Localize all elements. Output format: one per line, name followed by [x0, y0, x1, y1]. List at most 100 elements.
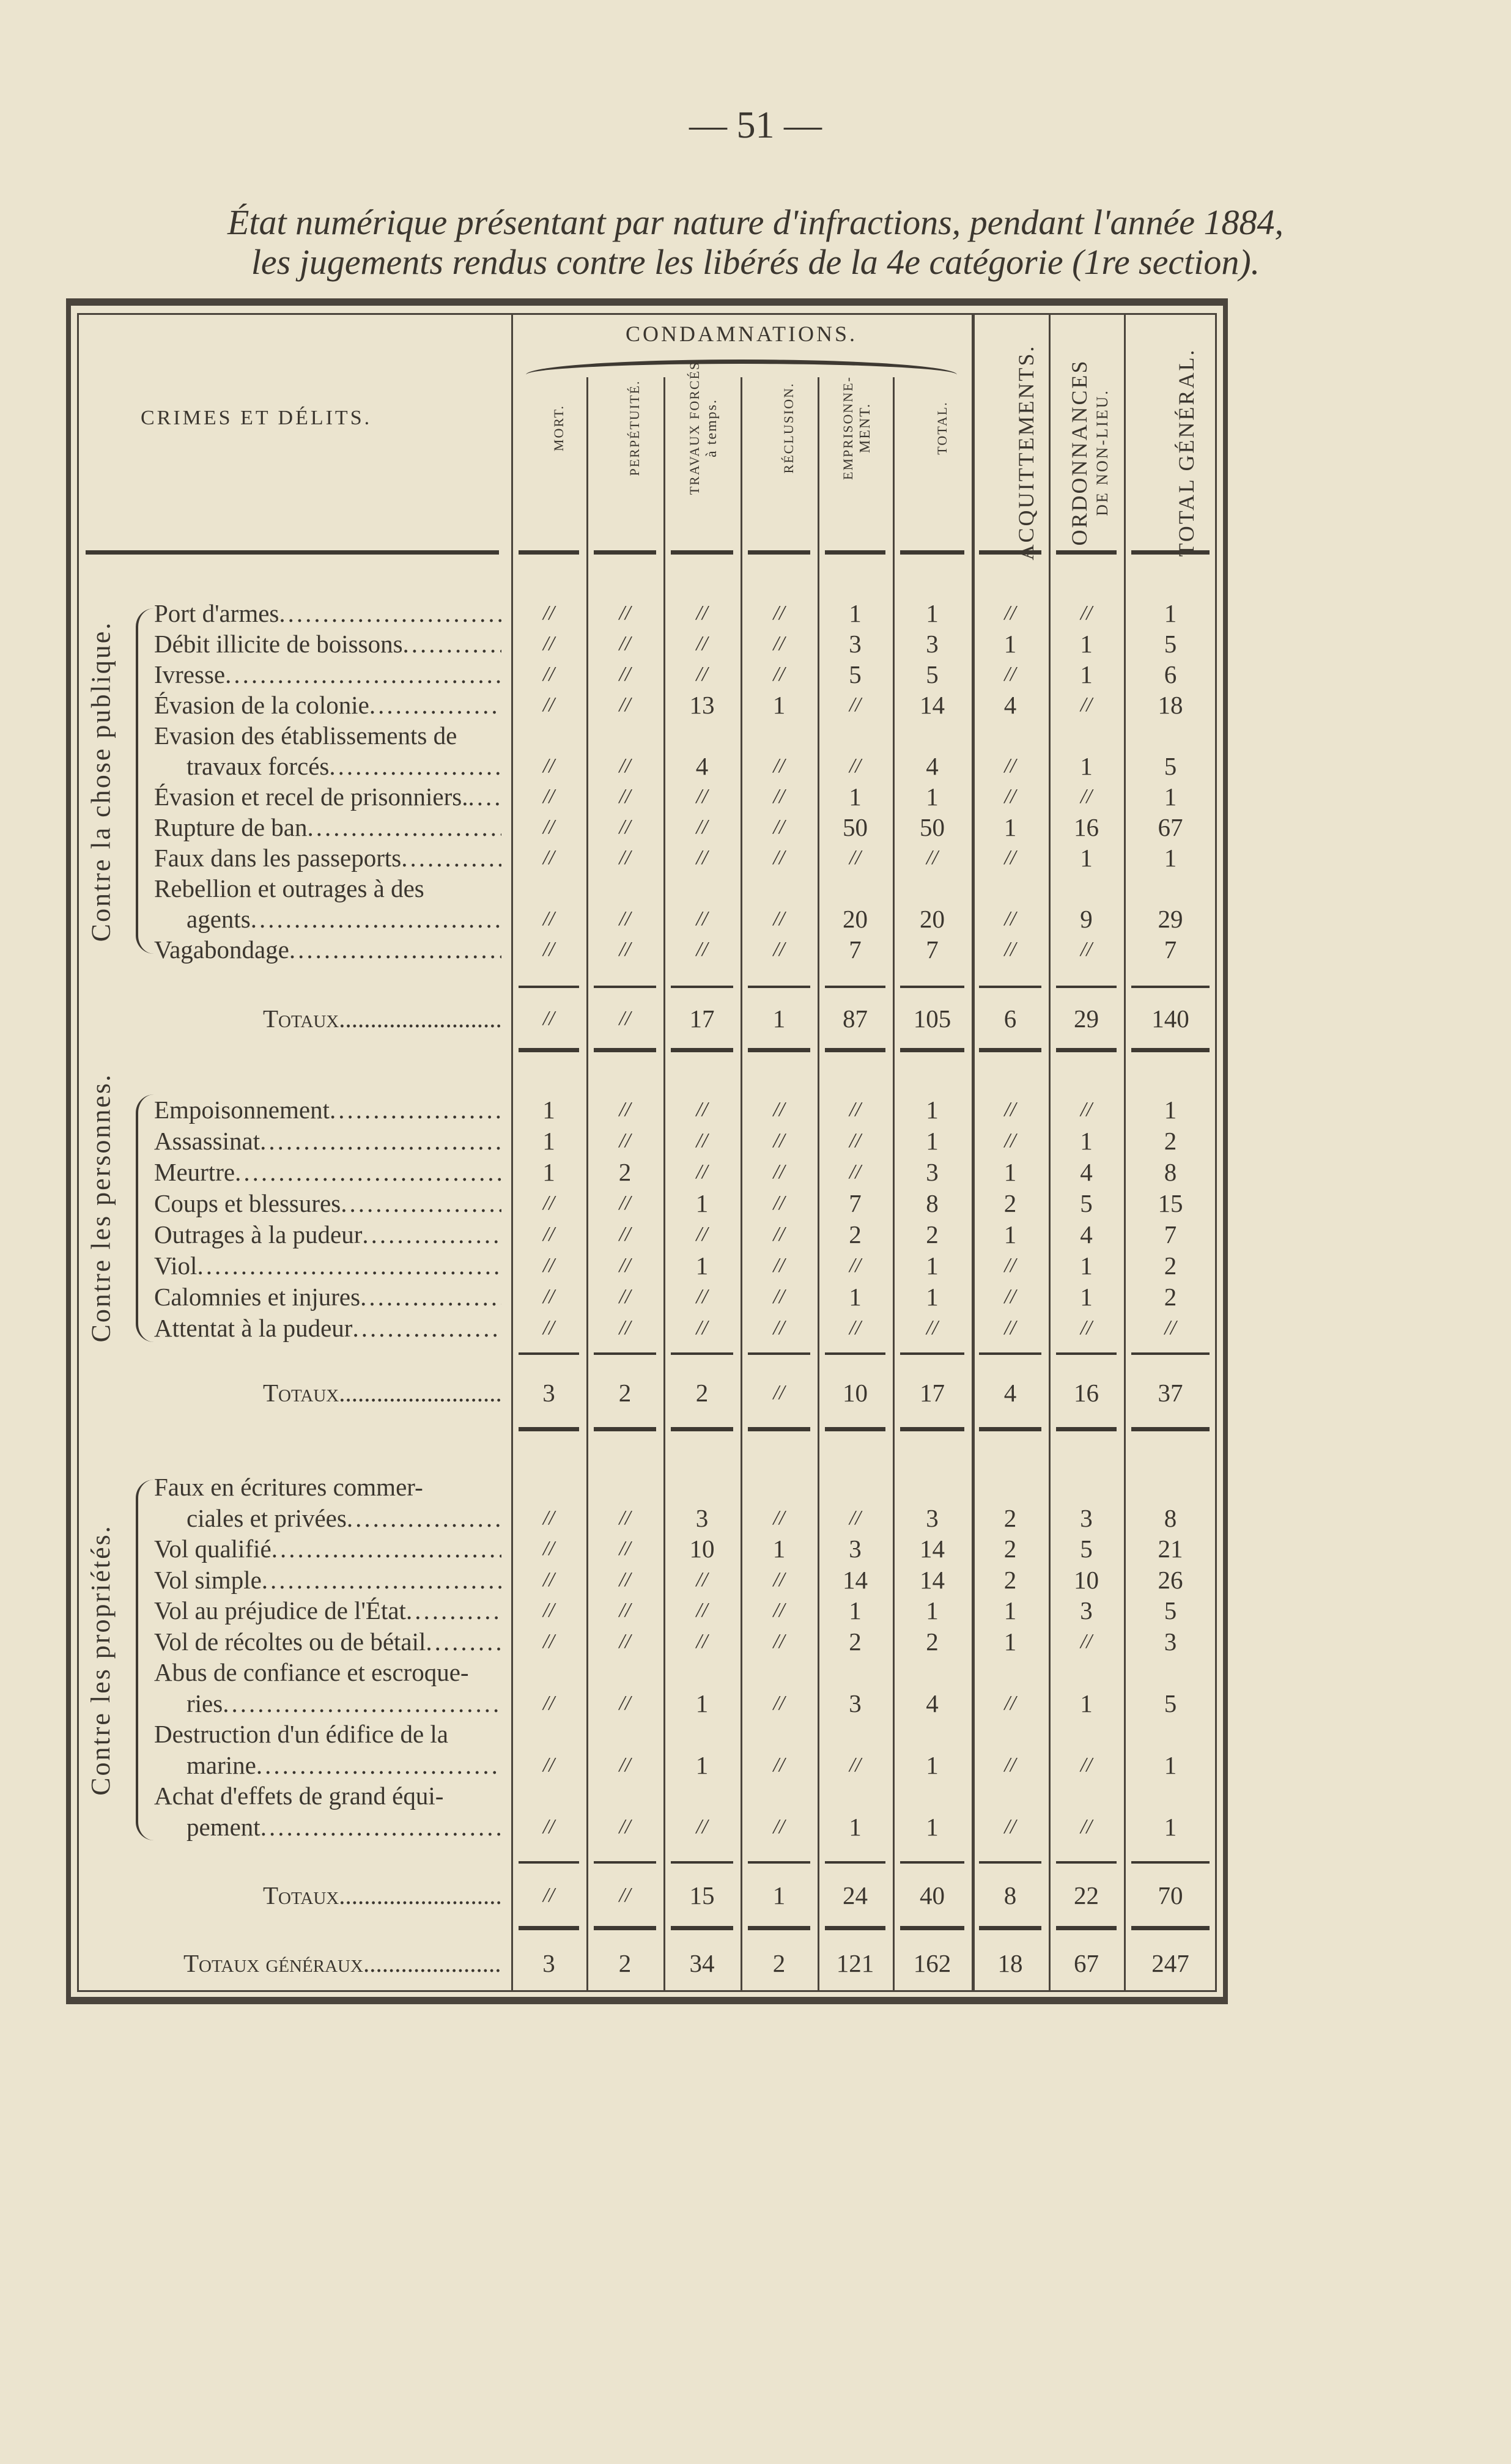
table-cell: 1 [926, 599, 939, 627]
table-cell: 1 [926, 1096, 939, 1124]
dot-leader: ........................................… [402, 630, 501, 658]
table-cell: // [773, 1223, 785, 1245]
table-cell: 10 [843, 1379, 868, 1407]
row-label-text: Faux en écritures commer- [154, 1473, 423, 1501]
total-rule [748, 1926, 810, 1930]
table-cell: // [1081, 1815, 1092, 1838]
table-row: Coups et blessures......................… [0, 1188, 1511, 1219]
table-cell: 121 [836, 1949, 874, 1977]
table-cell: 37 [1158, 1379, 1183, 1407]
table-cell: 1 [1164, 783, 1177, 811]
table-cell: // [849, 1506, 861, 1529]
table-cell: 1 [926, 1127, 939, 1155]
row-label: pement..................................… [187, 1812, 501, 1842]
table-cell: // [619, 1316, 631, 1339]
table-cell: // [773, 1599, 785, 1621]
table-row: Rebellion et outrages à des [0, 873, 1511, 904]
row-label: travaux forcés..........................… [187, 751, 501, 781]
row-label: Faux en écritures commer- [154, 1472, 501, 1502]
table-outer-border [66, 298, 1228, 2004]
totals-label: Totaux..................................… [263, 1379, 501, 1407]
column-header-line: TRAVAUX FORCÉS [687, 361, 702, 495]
table-cell: 24 [843, 1881, 868, 1909]
dot-leader: ........................................… [426, 1627, 501, 1656]
table-cell: // [773, 1691, 785, 1714]
table-row: travaux forcés..........................… [0, 751, 1511, 781]
table-cell: 70 [1158, 1881, 1183, 1909]
column-rule [979, 550, 1041, 555]
table-cell: 8 [1164, 1503, 1177, 1532]
table-cell: 3 [542, 1379, 555, 1407]
table-cell: 29 [1158, 905, 1183, 933]
total-rule [594, 1926, 656, 1930]
table-cell: 140 [1151, 1005, 1189, 1033]
table-cell: // [849, 1316, 861, 1339]
total-rule [825, 986, 885, 988]
row-label: ries....................................… [187, 1688, 501, 1719]
table-cell: 40 [920, 1881, 945, 1909]
totals-row: Totaux..................................… [0, 1003, 1511, 1034]
row-label-text: Assassinat [154, 1127, 260, 1155]
table-cell: 87 [843, 1005, 868, 1033]
table-cell: 4 [1080, 1158, 1093, 1186]
column-rule [1131, 550, 1210, 555]
column-rule [900, 550, 964, 555]
total-rule [900, 1048, 964, 1052]
table-cell: 2 [1164, 1283, 1177, 1311]
table-cell: // [773, 1316, 785, 1339]
total-rule [519, 1926, 579, 1930]
table-cell: // [696, 1098, 708, 1121]
table-cell: 1 [1003, 1596, 1017, 1625]
table-cell: 1 [849, 1812, 862, 1841]
table-cell: 17 [689, 1005, 715, 1033]
table-cell: // [619, 1537, 631, 1560]
total-rule [748, 1048, 810, 1052]
table-cell: // [773, 663, 785, 685]
table-cell: 1 [1003, 1220, 1017, 1249]
table-cell: 1 [542, 1158, 555, 1186]
table-cell: 1 [772, 1005, 786, 1033]
table-cell: // [1081, 785, 1092, 808]
total-rule [1131, 1861, 1210, 1864]
table-row: Destruction d'un édifice de la [0, 1719, 1511, 1749]
column-header-line: DE NON-LIEU. [1093, 389, 1111, 516]
table-cell: 1 [1080, 660, 1093, 688]
table-cell: 2 [1003, 1189, 1017, 1217]
condamnations-brace [526, 360, 957, 375]
total-rule [1131, 1427, 1210, 1431]
table-cell: // [696, 1129, 708, 1152]
table-cell: 1 [1164, 599, 1177, 627]
row-label: Empoisonnement..........................… [154, 1094, 501, 1125]
dot-leader: ........................................… [405, 1596, 501, 1625]
row-label: Faux dans les passeports................… [154, 843, 501, 873]
column-divider [586, 377, 588, 1992]
column-header-line: TOTAL GÉNÉRAL. [1174, 348, 1199, 557]
table-cell: // [619, 846, 631, 869]
row-label-text: Vagabondage [154, 935, 289, 964]
table-cell: // [619, 693, 631, 716]
table-cell: 3 [1080, 1596, 1093, 1625]
table-cell: // [1004, 938, 1016, 961]
table-cell: 10 [689, 1535, 715, 1563]
table-cell: 1 [1080, 630, 1093, 658]
total-rule [1056, 1427, 1117, 1431]
table-cell: // [619, 1285, 631, 1308]
dot-leader: ........................................… [346, 1503, 501, 1532]
table-cell: // [619, 1192, 631, 1214]
table-cell: 3 [926, 630, 939, 658]
table-row: Faux dans les passeports................… [0, 843, 1511, 873]
total-rule [979, 1926, 1041, 1930]
dot-leader: ........................................… [260, 1127, 501, 1155]
row-label-text: ciales et privées [187, 1503, 347, 1532]
table-cell: // [773, 1629, 785, 1653]
row-label: Outrages à la pudeur....................… [154, 1219, 501, 1250]
table-cell: // [696, 846, 708, 869]
dot-leader: ........................................… [250, 905, 501, 933]
total-rule [825, 1352, 885, 1355]
table-cell: // [696, 1223, 708, 1245]
table-cell: 2 [849, 1220, 862, 1249]
table-cell: 1 [695, 1252, 709, 1280]
table-cell: // [926, 1316, 938, 1339]
total-rule [671, 1048, 733, 1052]
total-rule [748, 1352, 810, 1355]
